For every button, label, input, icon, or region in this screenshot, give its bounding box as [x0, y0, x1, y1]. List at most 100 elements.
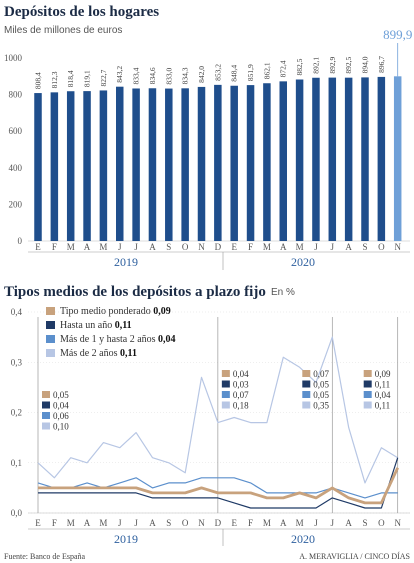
bar	[83, 91, 91, 241]
x-tick-label: A	[345, 242, 352, 252]
x-tick-label: A	[84, 518, 91, 528]
callout-swatch	[42, 422, 50, 430]
callout-swatch	[302, 401, 311, 409]
x-tick-label: J	[314, 242, 318, 252]
bar-chart-value-labels: 808,4 812,3 818,4 819,1 822,7 843,2 833,4 834,6…	[34, 27, 413, 89]
line-chart-callout-lines	[37, 317, 399, 513]
x-tick-label: M	[99, 242, 107, 252]
bar-value-label: 853,2	[213, 64, 222, 81]
callout-swatch	[221, 370, 230, 377]
bar-value-label: 882,5	[295, 58, 304, 75]
bar-value-label: 872,4	[279, 60, 288, 77]
x-tick-label: D	[215, 242, 222, 252]
bar	[361, 77, 369, 241]
x-tick-label: O	[182, 242, 189, 252]
legend-last-value: 0,04	[158, 334, 176, 345]
callout-swatch	[221, 380, 230, 388]
y-tick-label: 200	[9, 199, 23, 209]
callout-value: 0,03	[233, 380, 249, 390]
x-tick-label: A	[84, 242, 91, 252]
x-tick-label: M	[67, 518, 75, 528]
bar-value-label: 842,0	[197, 66, 206, 83]
bar-chart-subtitle: Miles de millones de euros	[4, 25, 122, 36]
x-tick-label: D	[215, 518, 222, 528]
x-tick-label: J	[134, 518, 138, 528]
x-tick-label: M	[263, 518, 271, 528]
x-tick-label: S	[362, 518, 367, 528]
series-line	[38, 467, 399, 505]
legend-label: Más de 2 años 0,11	[60, 348, 137, 359]
callout-swatch	[363, 391, 372, 398]
bar	[181, 88, 189, 242]
bar-value-label-highlight: 899,9	[383, 27, 412, 42]
bar	[312, 77, 320, 241]
x-tick-label: M	[296, 242, 304, 252]
credit-note: A. MERAVIGLIA / CINCO DÍAS	[299, 551, 410, 561]
bar-value-label: 892,1	[311, 57, 320, 74]
x-tick-label: A	[280, 242, 287, 252]
x-tick-label: S	[166, 518, 171, 528]
y-tick-label: 800	[9, 90, 23, 100]
x-tick-label: O	[182, 518, 189, 528]
bar-value-label: 894,0	[361, 56, 370, 73]
callout-swatch	[221, 401, 230, 409]
bar	[50, 92, 59, 242]
callout-swatch	[42, 412, 50, 419]
callout-swatch	[302, 380, 311, 388]
y-tick-label: 400	[9, 163, 23, 173]
x-tick-label: E	[231, 518, 237, 528]
bar-value-label: 834,6	[148, 67, 157, 84]
x-tick-label: A	[149, 242, 156, 252]
bar-value-label: 896,7	[377, 56, 386, 73]
callout-value: 0,10	[53, 422, 69, 432]
y-tick-label: 1000	[4, 53, 23, 63]
bar	[263, 83, 271, 241]
line-chart-year-2019: 2019	[114, 532, 138, 546]
callout-value: 0,05	[313, 390, 329, 400]
x-tick-label: M	[99, 518, 107, 528]
bar	[66, 91, 75, 241]
bar	[148, 88, 157, 241]
line-chart-callouts: 0,050,040,060,100,040,030,070,180,070,05…	[42, 369, 391, 432]
bar-value-label: 851,9	[246, 64, 255, 81]
callout-value: 0,04	[53, 401, 69, 411]
x-tick-label: S	[166, 242, 171, 252]
line-chart-year-2020: 2020	[291, 532, 315, 546]
bar	[279, 81, 287, 241]
x-tick-label: A	[280, 518, 287, 528]
x-tick-label: E	[35, 242, 41, 252]
y-tick-label: 0,1	[11, 458, 22, 468]
bar-value-label: 812,3	[50, 71, 59, 88]
callout-swatch	[42, 401, 50, 409]
series-line	[37, 336, 399, 484]
x-tick-label: N	[198, 242, 205, 252]
x-tick-label: A	[345, 518, 352, 528]
x-tick-label: N	[394, 518, 401, 528]
x-tick-label: M	[296, 518, 304, 528]
callout-value: 0,07	[313, 369, 329, 379]
callout-value: 0,11	[375, 401, 390, 411]
x-tick-label: N	[394, 242, 401, 252]
callout-swatch	[42, 391, 50, 398]
legend-swatch	[46, 349, 55, 357]
bar-value-label: 834,3	[181, 67, 190, 84]
line-chart-legend: Tipo medio ponderado 0,09 Hasta un año 0,…	[46, 306, 176, 359]
bar-value-label: 833,0	[164, 67, 173, 84]
bar	[246, 85, 255, 242]
bar-value-label: 833,4	[132, 67, 141, 84]
bar	[165, 88, 173, 241]
line-chart-title: Tipos medios de los depósitos a plazo fi…	[4, 284, 266, 300]
source-note: Fuente: Banco de España	[4, 552, 86, 561]
bar	[328, 77, 337, 241]
x-tick-label: F	[248, 242, 253, 252]
callout-value: 0,09	[375, 369, 391, 379]
legend-swatch	[46, 335, 55, 343]
callout-value: 0,07	[233, 390, 249, 400]
callout-value: 0,11	[375, 380, 390, 390]
legend-swatch	[46, 321, 55, 329]
x-tick-label: J	[314, 518, 318, 528]
bar-value-label: 848,4	[230, 65, 239, 82]
x-tick-label: S	[362, 242, 367, 252]
